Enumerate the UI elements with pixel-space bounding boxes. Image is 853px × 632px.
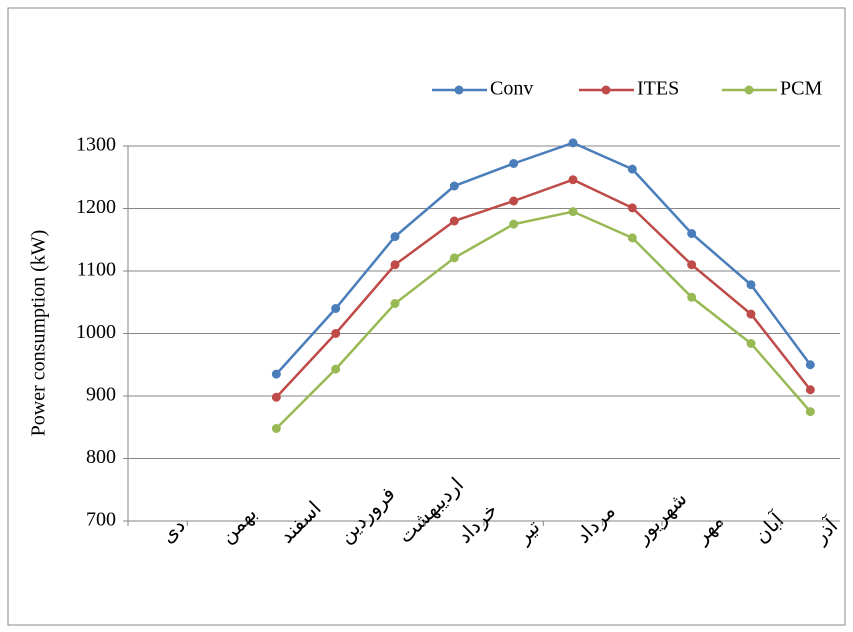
data-point xyxy=(746,280,756,290)
data-point xyxy=(687,292,697,302)
data-point xyxy=(331,364,341,374)
data-point xyxy=(627,164,637,174)
series-line xyxy=(275,141,812,375)
data-point xyxy=(449,253,459,263)
data-point xyxy=(449,181,459,191)
data-point xyxy=(271,369,281,379)
data-point xyxy=(390,260,400,270)
y-tick-label: 900 xyxy=(86,384,116,406)
y-tick-label: 800 xyxy=(86,446,116,468)
legend-marker xyxy=(744,85,754,95)
y-axis-title: Power consumption (kW) xyxy=(28,230,50,437)
data-point xyxy=(509,159,519,168)
chart-frame xyxy=(7,7,846,626)
y-tick-label: 1100 xyxy=(77,259,116,281)
data-point xyxy=(271,392,281,402)
data-point xyxy=(746,339,756,348)
data-point xyxy=(271,424,281,433)
y-tick-label: 1000 xyxy=(76,321,116,343)
data-point xyxy=(509,196,519,206)
y-tick-label: 1200 xyxy=(76,196,116,218)
data-point xyxy=(627,233,637,243)
y-tick-label: 700 xyxy=(86,509,116,531)
data-point xyxy=(568,175,578,185)
series-line xyxy=(275,178,812,399)
data-point xyxy=(331,329,341,338)
data-point xyxy=(449,216,459,226)
legend-label: ITES xyxy=(637,78,679,100)
legend-marker xyxy=(601,85,611,95)
legend-label: Conv xyxy=(490,78,533,100)
data-point xyxy=(568,138,578,148)
data-point xyxy=(805,385,815,395)
data-point xyxy=(805,407,815,417)
data-point xyxy=(687,260,697,270)
data-point xyxy=(805,360,815,370)
data-point xyxy=(331,304,341,313)
legend-label: PCM xyxy=(780,78,822,100)
data-point xyxy=(390,232,400,242)
data-point xyxy=(627,203,637,213)
data-point xyxy=(746,309,756,319)
data-point xyxy=(509,219,519,229)
data-point xyxy=(390,299,400,308)
legend-marker xyxy=(454,85,464,95)
data-point xyxy=(687,229,697,238)
data-point xyxy=(568,207,578,217)
y-tick-label: 1300 xyxy=(76,134,116,156)
series-line xyxy=(275,210,812,430)
